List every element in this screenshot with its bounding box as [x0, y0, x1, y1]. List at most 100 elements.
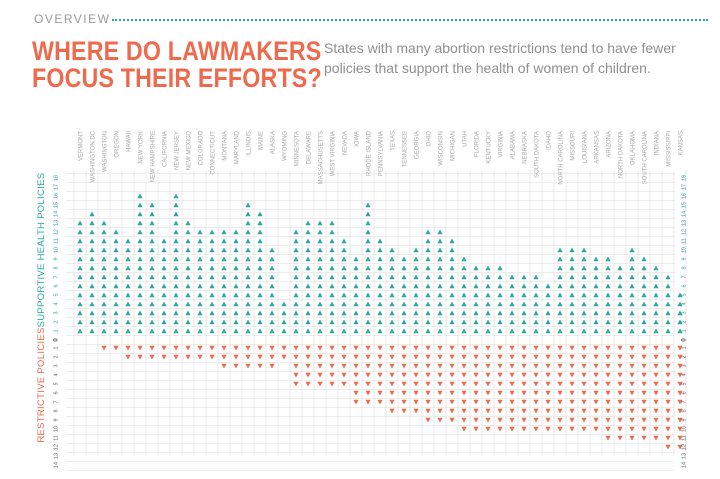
restrictive-marker [617, 354, 623, 360]
restrictive-marker [437, 417, 443, 423]
supportive-marker [305, 256, 311, 262]
supportive-marker [425, 256, 431, 262]
supportive-marker [509, 319, 515, 325]
restrictive-marker [365, 381, 371, 387]
restrictive-marker [581, 417, 587, 423]
supportive-marker [89, 328, 95, 334]
supportive-marker [365, 328, 371, 334]
supportive-marker [293, 328, 299, 334]
supportive-marker [221, 256, 227, 262]
supportive-marker [449, 247, 455, 253]
restrictive-marker [641, 390, 647, 396]
supportive-marker [257, 292, 263, 298]
state-label: FLORIDA [475, 131, 481, 157]
supportive-marker [437, 229, 443, 235]
restrictive-marker [401, 390, 407, 396]
state-label: VERMONT [79, 131, 85, 161]
supportive-marker [329, 292, 335, 298]
y-tick-label-restrictive: 5 [53, 382, 59, 385]
supportive-marker [569, 283, 575, 289]
zero-tick-label: 0 [54, 338, 60, 342]
state-label: COLORADO [199, 131, 205, 166]
restrictive-marker [641, 345, 647, 351]
restrictive-marker [569, 363, 575, 369]
supportive-marker [665, 301, 671, 307]
restrictive-marker [593, 390, 599, 396]
supportive-marker [629, 319, 635, 325]
restrictive-marker [233, 354, 239, 360]
supportive-marker [497, 319, 503, 325]
supportive-marker [125, 256, 131, 262]
supportive-marker [149, 256, 155, 262]
restrictive-marker [161, 354, 167, 360]
restrictive-marker [497, 426, 503, 432]
restrictive-marker [605, 345, 611, 351]
restrictive-marker [677, 381, 683, 387]
restrictive-marker [461, 390, 467, 396]
supportive-marker [461, 283, 467, 289]
y-tick-label-supportive: 5 [53, 293, 59, 296]
restrictive-marker [377, 381, 383, 387]
supportive-marker [245, 328, 251, 334]
restrictive-marker [437, 381, 443, 387]
restrictive-marker [185, 345, 191, 351]
supportive-marker [305, 328, 311, 334]
supportive-marker [233, 292, 239, 298]
supportive-marker [389, 301, 395, 307]
restrictive-marker [281, 354, 287, 360]
supportive-marker [413, 265, 419, 271]
restrictive-marker [485, 354, 491, 360]
y-tick-label-restrictive: 3 [53, 364, 59, 367]
restrictive-marker [641, 417, 647, 423]
restrictive-marker [425, 363, 431, 369]
supportive-marker [449, 301, 455, 307]
supportive-marker [389, 247, 395, 253]
supportive-marker [77, 256, 83, 262]
state-label: ALABAMA [511, 131, 517, 159]
supportive-marker [293, 301, 299, 307]
supportive-marker [665, 328, 671, 334]
supportive-marker [593, 274, 599, 280]
y-tick-label-supportive: 5 [681, 293, 687, 296]
restrictive-marker [665, 426, 671, 432]
supportive-marker [293, 256, 299, 262]
restrictive-marker [401, 354, 407, 360]
supportive-marker [617, 310, 623, 316]
supportive-marker [209, 292, 215, 298]
supportive-marker [497, 310, 503, 316]
state-label: NEVADA [343, 131, 349, 155]
restrictive-marker [605, 381, 611, 387]
supportive-marker [641, 292, 647, 298]
supportive-marker [425, 247, 431, 253]
state-label: MARYLAND [235, 130, 241, 164]
supportive-marker [521, 274, 527, 280]
restrictive-marker [617, 408, 623, 414]
state-label: NEW JERSEY [175, 131, 181, 170]
supportive-marker [461, 310, 467, 316]
supportive-marker [137, 193, 143, 199]
supportive-marker [605, 274, 611, 280]
supportive-marker [137, 202, 143, 208]
state-label: UTAH [463, 131, 469, 147]
supportive-marker [197, 238, 203, 244]
supportive-marker [173, 193, 179, 199]
restrictive-marker [545, 345, 551, 351]
restrictive-marker [473, 390, 479, 396]
y-tick-label-supportive: 18 [53, 175, 59, 181]
supportive-marker [353, 283, 359, 289]
restrictive-marker [461, 399, 467, 405]
supportive-marker [497, 283, 503, 289]
restrictive-marker [377, 354, 383, 360]
state-label: WASHINGTON DC [91, 130, 97, 182]
restrictive-marker [521, 426, 527, 432]
supportive-marker [149, 211, 155, 217]
restrictive-marker [293, 381, 299, 387]
supportive-marker [413, 283, 419, 289]
supportive-marker [89, 292, 95, 298]
restrictive-marker [365, 363, 371, 369]
restrictive-marker [245, 345, 251, 351]
supportive-marker [413, 310, 419, 316]
supportive-marker [233, 265, 239, 271]
supportive-marker [461, 319, 467, 325]
supportive-marker [677, 319, 683, 325]
